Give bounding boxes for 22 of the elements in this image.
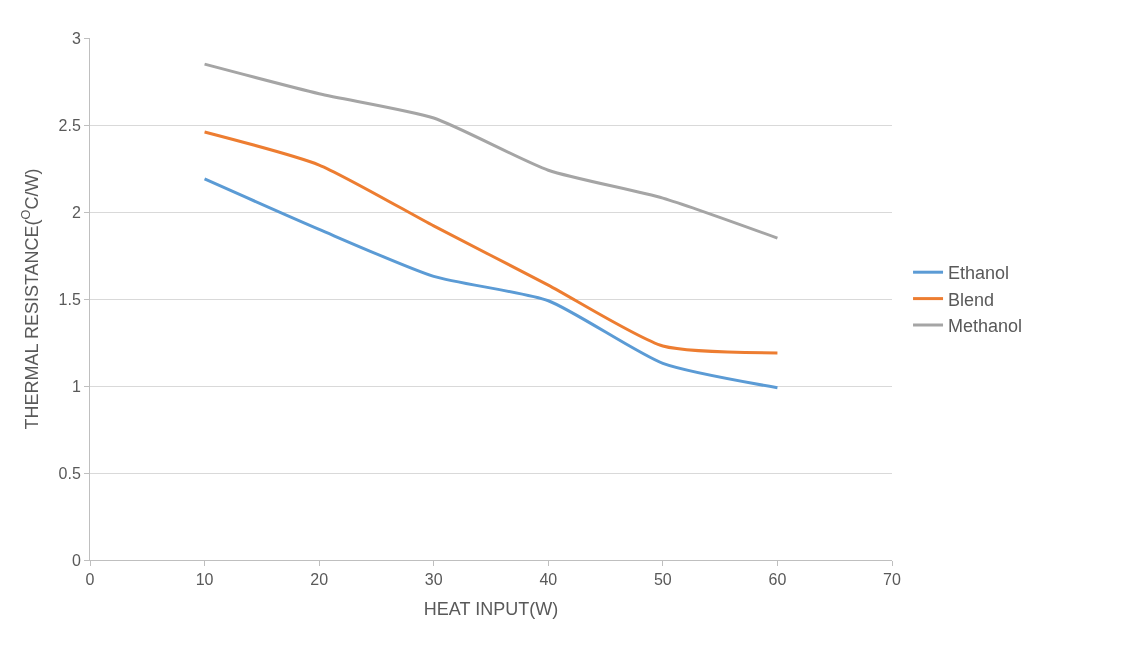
y-tick-label: 2 bbox=[71, 203, 81, 221]
legend-label: Ethanol bbox=[948, 263, 1010, 284]
x-tick-label: 60 bbox=[768, 571, 787, 589]
x-tick-label: 0 bbox=[85, 571, 95, 589]
y-tick-label: 1.5 bbox=[58, 290, 81, 308]
x-tick-label: 50 bbox=[653, 571, 672, 589]
line-series bbox=[203, 130, 779, 355]
line-series bbox=[203, 62, 779, 240]
y-tick-label: 0.5 bbox=[58, 464, 81, 482]
line-series bbox=[203, 177, 779, 390]
y-tick-label: 2.5 bbox=[58, 116, 81, 134]
y-tick-label: 0 bbox=[71, 551, 81, 569]
y-tick-label: 1 bbox=[71, 377, 81, 395]
x-tick-label: 30 bbox=[424, 571, 443, 589]
x-tick-label: 20 bbox=[310, 571, 329, 589]
x-tick-label: 70 bbox=[883, 571, 901, 589]
x-tick-label: 10 bbox=[195, 571, 214, 589]
y-tick-label: 3 bbox=[71, 29, 81, 47]
x-axis-title: HEAT INPUT(W) bbox=[423, 599, 559, 620]
legend-label: Blend bbox=[948, 289, 995, 310]
x-tick-label: 40 bbox=[539, 571, 558, 589]
legend-label: Methanol bbox=[948, 316, 1023, 337]
